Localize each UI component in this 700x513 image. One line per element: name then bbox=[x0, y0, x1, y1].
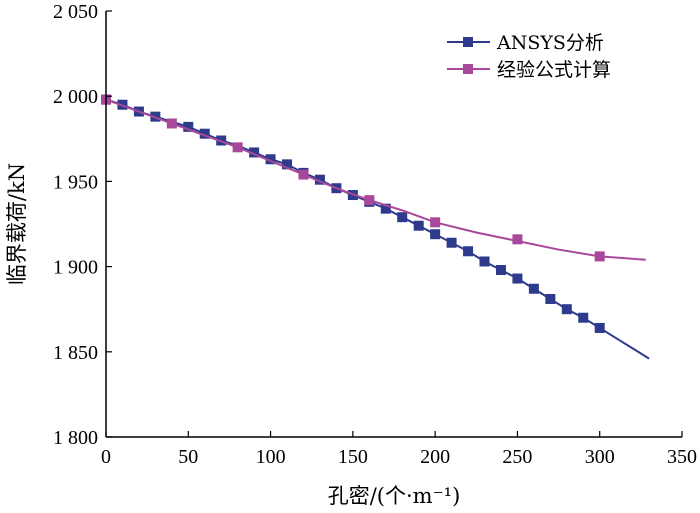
y-tick-label: 1 950 bbox=[53, 171, 98, 193]
series-0 bbox=[101, 94, 650, 360]
data-point bbox=[166, 118, 177, 129]
data-point bbox=[479, 256, 490, 267]
x-tick-label: 350 bbox=[667, 446, 697, 468]
data-point bbox=[495, 265, 506, 276]
data-point bbox=[430, 217, 441, 228]
data-point bbox=[545, 293, 556, 304]
data-point bbox=[380, 203, 391, 214]
data-point bbox=[199, 128, 210, 139]
axes bbox=[105, 11, 682, 438]
data-point bbox=[578, 312, 589, 323]
x-tick-label: 200 bbox=[420, 446, 450, 468]
series-1 bbox=[101, 94, 646, 262]
data-point bbox=[528, 283, 539, 294]
data-point bbox=[183, 121, 194, 132]
legend-marker-formula bbox=[463, 64, 473, 74]
legend: ANSYS分析 经验公式计算 bbox=[447, 32, 611, 81]
legend-label-formula: 经验公式计算 bbox=[497, 59, 611, 81]
x-tick-label: 300 bbox=[585, 446, 615, 468]
data-point bbox=[463, 246, 474, 257]
data-point bbox=[249, 147, 260, 158]
x-tick-label: 50 bbox=[178, 446, 198, 468]
legend-entry-ansys: ANSYS分析 bbox=[447, 32, 604, 54]
y-tick-label: 2 000 bbox=[53, 86, 98, 108]
series-line bbox=[105, 98, 650, 360]
data-point bbox=[282, 159, 293, 170]
data-point bbox=[232, 142, 243, 153]
data-point bbox=[265, 154, 276, 165]
data-point bbox=[364, 195, 375, 206]
x-axis-title: 孔密/(个·m⁻¹) bbox=[328, 484, 461, 508]
legend-entry-formula: 经验公式计算 bbox=[447, 59, 611, 81]
data-point bbox=[594, 251, 605, 262]
x-tick-label: 100 bbox=[256, 446, 286, 468]
series-line bbox=[105, 98, 646, 261]
data-point bbox=[298, 169, 309, 180]
data-point bbox=[594, 322, 605, 333]
x-tick-label: 250 bbox=[502, 446, 532, 468]
data-point bbox=[413, 220, 424, 231]
data-point bbox=[430, 229, 441, 240]
y-tick-label: 1 900 bbox=[53, 257, 98, 279]
data-point bbox=[446, 237, 457, 248]
data-point bbox=[512, 234, 523, 245]
y-tick-label: 2 050 bbox=[53, 1, 98, 23]
legend-label-ansys: ANSYS分析 bbox=[496, 32, 604, 54]
data-point bbox=[512, 273, 523, 284]
data-point bbox=[314, 174, 325, 185]
x-ticks: 0 50 100 150 200 250 300 350 bbox=[101, 431, 697, 468]
x-tick-label: 0 bbox=[101, 446, 111, 468]
y-ticks: 1 800 1 850 1 900 1 950 2 000 2 050 bbox=[53, 1, 112, 449]
y-tick-label: 1 800 bbox=[53, 427, 98, 449]
x-tick-label: 150 bbox=[338, 446, 368, 468]
data-point bbox=[561, 304, 572, 315]
plot-area bbox=[101, 94, 650, 360]
y-tick-label: 1 850 bbox=[53, 342, 98, 364]
data-point bbox=[397, 212, 408, 223]
y-axis-title: 临界载荷/kN bbox=[5, 163, 29, 285]
legend-marker-ansys bbox=[463, 37, 473, 47]
